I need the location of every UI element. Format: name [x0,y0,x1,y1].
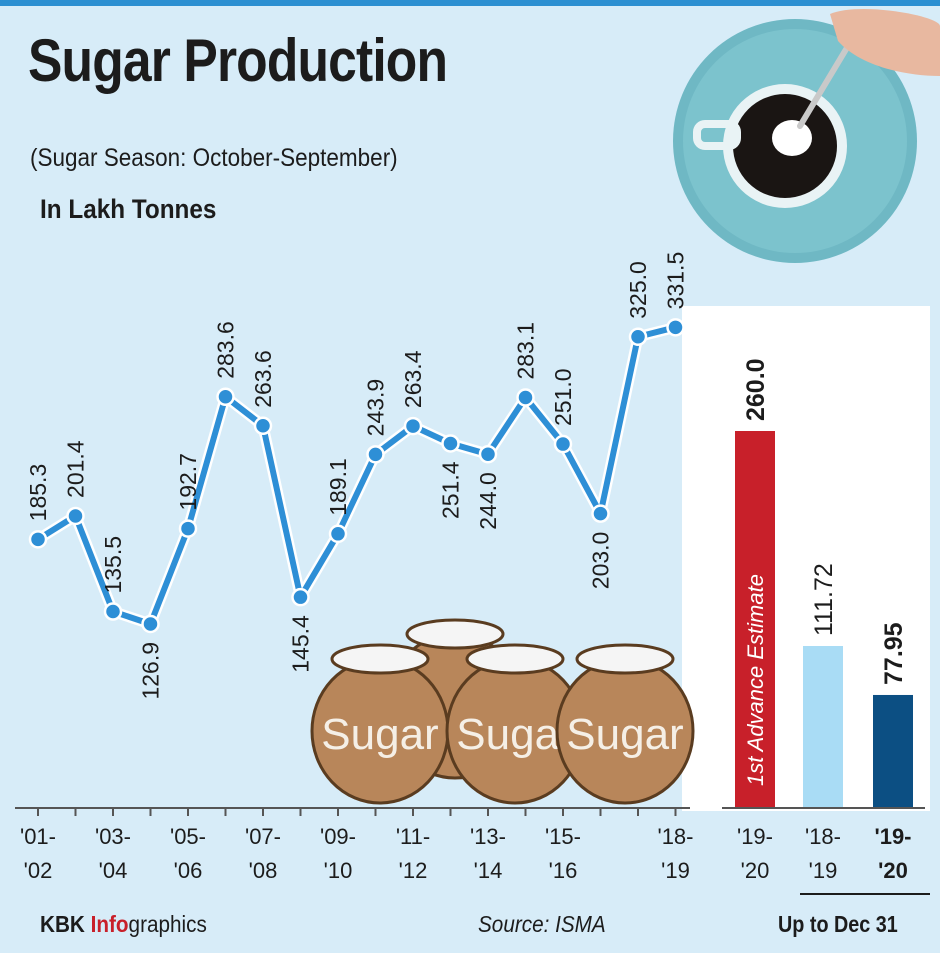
data-label: 251.0 [550,368,576,426]
data-label: 251.4 [438,461,464,519]
bar [735,431,775,808]
brand-prefix: KBK [40,911,91,937]
date-note: Up to Dec 31 [778,911,898,937]
x-tick-label: '08 [249,858,278,883]
data-label: 203.0 [588,532,614,590]
data-label: 263.4 [400,350,426,408]
data-point [103,602,123,621]
sack-label: Sugar [566,710,683,759]
sugar-sack: Sugar [310,643,450,805]
x-tick-label: '02 [24,858,53,883]
bar-tick-label: '19- [737,824,773,849]
coffee-cup-illustration [673,8,940,263]
data-point [141,614,160,634]
data-label: 244.0 [475,472,501,530]
data-point [66,506,85,526]
x-tick-label: '03- [95,824,131,849]
unit-label: In Lakh Tonnes [40,194,217,224]
data-point [366,445,385,464]
bar-tick-label: '20 [878,858,908,883]
data-point [628,327,648,346]
sack-label: Sugar [321,710,438,759]
data-label: 243.9 [363,379,389,437]
data-label: 135.5 [100,536,126,594]
data-label: 325.0 [625,261,651,319]
data-label: 283.1 [513,322,539,380]
data-point [441,434,460,453]
x-tick-label: '07- [245,824,281,849]
data-label: 145.4 [288,615,314,673]
x-tick-label: '14 [474,858,503,883]
x-tick-label: '15- [545,824,581,849]
bar [803,646,843,808]
x-tick-label: '05- [170,824,206,849]
chart-subtitle: (Sugar Season: October-September) [30,144,398,172]
data-point [403,416,423,436]
data-point [253,416,273,436]
brand-suffix: graphics [128,911,207,937]
x-tick-label: '19 [661,858,690,883]
x-tick-label: '11- [396,824,430,849]
bar-value-label: 111.72 [810,563,838,636]
data-point [516,388,535,407]
bar-value-label: 260.0 [742,358,770,421]
data-label: 192.7 [175,453,201,511]
data-label: 201.4 [63,440,89,498]
bar-tick-label: '19 [809,858,838,883]
x-tick-label: '13- [470,824,506,849]
data-point [591,504,610,523]
brand-credit: KBK Infographics [40,911,207,938]
bar [873,694,913,808]
data-label: 263.6 [250,350,276,408]
data-point [478,444,498,464]
sugar-sack: Sugar [445,643,585,805]
bar-value-label: 77.95 [880,622,908,685]
data-point [28,530,48,549]
sack-label: Sugar [456,710,573,759]
data-point [291,587,310,607]
bar-tick-label: '20 [741,858,770,883]
data-point [178,519,198,538]
x-tick-label: '01- [20,824,56,849]
bar-tick-label: '19- [874,824,911,849]
source-note: Source: ISMA [478,911,606,937]
x-tick-label: '09- [320,824,356,849]
data-label: 126.9 [138,642,164,700]
series-line [36,324,677,627]
data-point [553,434,573,454]
brand-highlight: Info [90,911,129,937]
data-label: 189.1 [325,458,351,516]
chart-title: Sugar Production [28,27,448,94]
data-label: 185.3 [25,464,51,522]
data-point [328,524,348,544]
x-tick-label: '18- [658,824,694,849]
x-tick-label: '06 [174,858,203,883]
x-tick-label: '04 [99,858,128,883]
data-label: 283.6 [213,321,239,379]
bar-annotation: 1st Advance Estimate [743,574,768,786]
x-tick-label: '12 [399,858,428,883]
bar-tick-label: '18- [805,824,841,849]
x-tick-label: '16 [549,858,578,883]
sugar-sack: Sugar [555,643,695,805]
data-point [216,387,235,407]
x-tick-label: '10 [324,858,353,883]
data-label: 331.5 [663,252,689,310]
data-point [666,318,685,337]
